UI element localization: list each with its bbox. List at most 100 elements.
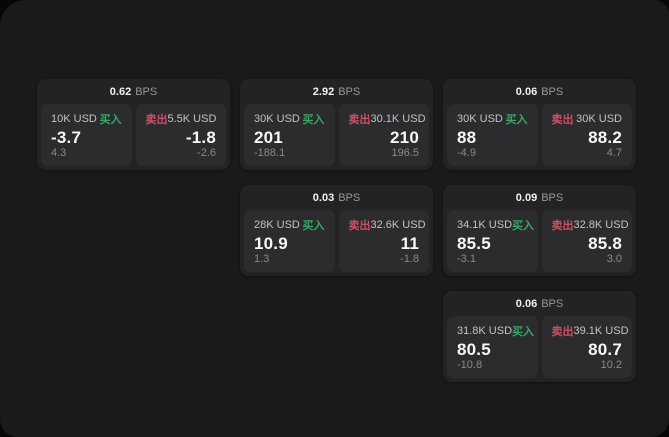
buy-tag: 买入 — [302, 220, 325, 232]
buy-tile[interactable]: 10K USD 买入 -3.7 4.3 — [41, 104, 132, 166]
tile-top-row: 卖出 32.8K USD — [551, 217, 629, 233]
sell-tile[interactable]: 卖出 5.5K USD -1.8 -2.6 — [135, 104, 226, 166]
sell-secondary-value: 196.5 — [391, 147, 419, 159]
buy-price: 201 — [254, 128, 283, 147]
bps-header: 0.06 BPS — [443, 79, 636, 104]
bps-value: 0.09 — [515, 191, 538, 204]
quote-card: 0.06 BPS 30K USD 买入 88 -4.9 卖出 30K USD — [443, 79, 636, 170]
buy-price: 85.5 — [457, 234, 491, 253]
quote-card: 0.06 BPS 31.8K USD 买入 80.5 -10.8 卖出 39.1… — [443, 291, 636, 382]
bps-header: 0.03 BPS — [240, 185, 433, 210]
buy-tag: 买入 — [512, 326, 535, 338]
notional-size: 5.5K USD — [167, 113, 217, 125]
sell-price: 85.8 — [588, 234, 622, 253]
notional-size: 10K USD — [51, 113, 97, 125]
buy-secondary-value: -188.1 — [254, 147, 286, 159]
buy-secondary-value: 4.3 — [51, 147, 67, 159]
sell-secondary-value: -1.8 — [400, 253, 419, 265]
sell-tag: 卖出 — [348, 114, 371, 126]
tile-top-row: 卖出 5.5K USD — [146, 111, 217, 127]
notional-size: 32.8K USD — [573, 219, 629, 231]
sell-tile[interactable]: 卖出 32.8K USD 85.8 3.0 — [541, 210, 632, 272]
bps-value: 0.03 — [312, 191, 335, 204]
notional-size: 34.1K USD — [457, 219, 513, 231]
quote-body: 28K USD 买入 10.9 1.3 卖出 32.6K USD 11 -1.8 — [240, 210, 433, 276]
quote-card: 0.62 BPS 10K USD 买入 -3.7 4.3 卖出 5.5K USD — [37, 79, 230, 170]
quote-card: 0.09 BPS 34.1K USD 买入 85.5 -3.1 卖出 32.8K… — [443, 185, 636, 276]
notional-size: 32.6K USD — [370, 219, 426, 231]
buy-tag: 买入 — [302, 114, 325, 126]
tile-top-row: 卖出 30.1K USD — [348, 111, 426, 127]
notional-size: 30.1K USD — [370, 113, 426, 125]
bps-unit: BPS — [135, 85, 158, 98]
quote-body: 30K USD 买入 201 -188.1 卖出 30.1K USD 210 1… — [240, 104, 433, 170]
sell-price: 11 — [400, 234, 419, 253]
buy-secondary-value: 1.3 — [254, 253, 270, 265]
bps-value: 0.62 — [109, 85, 132, 98]
quote-card: 0.03 BPS 28K USD 买入 10.9 1.3 卖出 32.6K US… — [240, 185, 433, 276]
notional-size: 28K USD — [254, 219, 300, 231]
buy-secondary-value: -10.8 — [457, 359, 483, 371]
quote-card: 2.92 BPS 30K USD 买入 201 -188.1 卖出 30.1K … — [240, 79, 433, 170]
tile-top-row: 10K USD 买入 — [51, 111, 122, 127]
notional-size: 31.8K USD — [457, 325, 513, 337]
tile-top-row: 34.1K USD 买入 — [457, 217, 534, 233]
buy-tile[interactable]: 30K USD 买入 88 -4.9 — [447, 104, 538, 166]
sell-tile[interactable]: 卖出 32.6K USD 11 -1.8 — [338, 210, 429, 272]
quote-body: 30K USD 买入 88 -4.9 卖出 30K USD 88.2 4.7 — [443, 104, 636, 170]
tile-top-row: 卖出 39.1K USD — [551, 323, 629, 339]
buy-tag: 买入 — [505, 114, 528, 126]
tile-top-row: 30K USD 买入 — [254, 111, 325, 127]
bps-unit: BPS — [338, 85, 361, 98]
sell-tile[interactable]: 卖出 39.1K USD 80.7 10.2 — [541, 316, 632, 378]
sell-tag: 卖出 — [551, 326, 574, 338]
tile-top-row: 30K USD 买入 — [457, 111, 528, 127]
bps-header: 0.62 BPS — [37, 79, 230, 104]
bps-value: 0.06 — [515, 297, 538, 310]
sell-price: 80.7 — [588, 340, 622, 359]
tile-top-row: 卖出 32.6K USD — [348, 217, 426, 233]
buy-tile[interactable]: 28K USD 买入 10.9 1.3 — [244, 210, 335, 272]
quote-body: 34.1K USD 买入 85.5 -3.1 卖出 32.8K USD 85.8… — [443, 210, 636, 276]
bps-value: 0.06 — [515, 85, 538, 98]
notional-size: 30K USD — [576, 113, 622, 125]
bps-header: 0.09 BPS — [443, 185, 636, 210]
buy-price: 88 — [457, 128, 477, 147]
tile-top-row: 28K USD 买入 — [254, 217, 325, 233]
buy-price: 80.5 — [457, 340, 491, 359]
buy-price: -3.7 — [51, 128, 82, 147]
buy-tile[interactable]: 30K USD 买入 201 -188.1 — [244, 104, 335, 166]
bps-unit: BPS — [541, 191, 564, 204]
buy-secondary-value: -3.1 — [457, 253, 476, 265]
quote-body: 31.8K USD 买入 80.5 -10.8 卖出 39.1K USD 80.… — [443, 316, 636, 382]
bps-header: 2.92 BPS — [240, 79, 433, 104]
sell-tag: 卖出 — [145, 114, 168, 126]
buy-tag: 买入 — [99, 114, 122, 126]
bps-value: 2.92 — [312, 85, 335, 98]
sell-secondary-value: 4.7 — [606, 147, 622, 159]
sell-secondary-value: 3.0 — [606, 253, 622, 265]
quote-body: 10K USD 买入 -3.7 4.3 卖出 5.5K USD -1.8 -2.… — [37, 104, 230, 170]
sell-tag: 卖出 — [348, 220, 371, 232]
sell-tile[interactable]: 卖出 30K USD 88.2 4.7 — [541, 104, 632, 166]
buy-tile[interactable]: 34.1K USD 买入 85.5 -3.1 — [447, 210, 538, 272]
buy-tile[interactable]: 31.8K USD 买入 80.5 -10.8 — [447, 316, 538, 378]
buy-secondary-value: -4.9 — [457, 147, 476, 159]
buy-tag: 买入 — [512, 220, 535, 232]
sell-secondary-value: 10.2 — [600, 359, 622, 371]
sell-price: 210 — [390, 128, 419, 147]
sell-price: -1.8 — [185, 128, 216, 147]
sell-tag: 卖出 — [551, 220, 574, 232]
sell-tile[interactable]: 卖出 30.1K USD 210 196.5 — [338, 104, 429, 166]
buy-price: 10.9 — [254, 234, 288, 253]
sell-tag: 卖出 — [551, 114, 574, 126]
quote-grid: 0.62 BPS 10K USD 买入 -3.7 4.3 卖出 5.5K USD — [37, 79, 636, 382]
notional-size: 39.1K USD — [573, 325, 629, 337]
notional-size: 30K USD — [254, 113, 300, 125]
bps-unit: BPS — [541, 297, 564, 310]
sell-secondary-value: -2.6 — [197, 147, 216, 159]
tile-top-row: 卖出 30K USD — [552, 111, 623, 127]
tile-top-row: 31.8K USD 买入 — [457, 323, 534, 339]
sell-price: 88.2 — [588, 128, 622, 147]
